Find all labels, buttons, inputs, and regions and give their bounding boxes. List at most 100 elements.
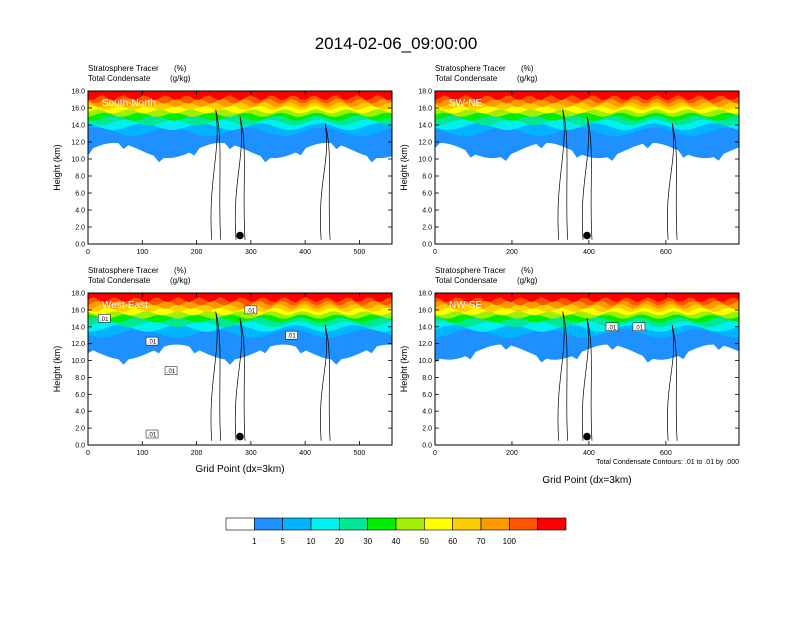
y-axis-label: Height (km): [399, 346, 409, 393]
subtitle-variable-1: Stratosphere Tracer: [88, 266, 159, 275]
condensate-contour: [557, 109, 569, 240]
subtitle-unit-2: (g/kg): [170, 74, 191, 83]
location-marker: [236, 432, 244, 441]
contour-label: .01: [247, 308, 256, 314]
colorbar-label: 100: [503, 537, 517, 546]
x-tick-label: 300: [245, 249, 257, 256]
colorbar-label: 10: [307, 537, 316, 546]
y-tick-label: 18.0: [418, 291, 432, 298]
subtitle-unit-2: (g/kg): [517, 276, 538, 285]
x-tick-label: 600: [660, 450, 672, 457]
subtitle-unit-2: (g/kg): [517, 74, 538, 83]
contour-label-box: [605, 322, 619, 332]
x-axis-label: Grid Point (dx=3km): [542, 475, 631, 486]
y-tick-label: 2.0: [75, 426, 85, 433]
y-tick-label: 14.0: [418, 123, 432, 130]
y-tick-label: 18.0: [418, 89, 432, 96]
y-tick-label: 12.0: [71, 341, 85, 348]
y-tick-label: 10.0: [71, 358, 85, 365]
x-tick-label: 200: [506, 450, 518, 457]
y-tick-label: 16.0: [418, 106, 432, 113]
colorbar-swatch: [310, 517, 340, 531]
contour-label: .01: [148, 433, 157, 439]
colorbar-swatch: [339, 517, 368, 531]
subtitle-variable-2: Total Condensate: [435, 276, 498, 285]
y-tick-label: 18.0: [71, 89, 85, 96]
subtitle-variable-2: Total Condensate: [88, 74, 151, 83]
y-tick-label: 10.0: [418, 358, 432, 365]
condensate-contour: [320, 123, 331, 240]
y-tick-label: 16.0: [71, 307, 85, 314]
x-tick-label: 200: [191, 249, 203, 256]
colorbar-swatch: [367, 517, 397, 531]
plot-frame: [434, 292, 740, 446]
y-axis-label: Height (km): [399, 144, 409, 191]
subtitle-variable-2: Total Condensate: [88, 276, 151, 285]
contour-label-box: [632, 322, 646, 332]
contour-label-box: [98, 314, 111, 323]
contour-label: .01: [148, 340, 157, 346]
colorbar-label: 30: [363, 537, 372, 546]
condensate-contour: [234, 116, 246, 240]
x-axis-label: Grid Point (dx=3km): [195, 464, 284, 475]
location-marker: [583, 231, 591, 240]
y-tick-label: 8.0: [422, 375, 432, 382]
plot-area: [88, 91, 392, 240]
colorbar-label: 40: [392, 537, 401, 546]
figure-title: 2014-02-06_09:00:00: [315, 34, 478, 53]
x-tick-label: 0: [86, 249, 90, 256]
subtitle-unit-1: (%): [174, 266, 187, 275]
x-tick-label: 200: [191, 450, 203, 457]
y-tick-label: 4.0: [75, 208, 85, 215]
panel-label: NW-SE: [449, 300, 482, 311]
subtitle-unit-1: (%): [521, 266, 534, 275]
y-tick-label: 6.0: [75, 392, 85, 399]
panels: South-North Stratosphere Tracer (%) Total C…: [52, 64, 740, 486]
colorbar-label: 20: [335, 537, 344, 546]
y-tick-label: 12.0: [71, 140, 85, 147]
colorbar-label: 1: [252, 537, 257, 546]
y-axis-label: Height (km): [52, 144, 62, 191]
colorbar-label: 60: [448, 537, 457, 546]
subtitle-variable-1: Stratosphere Tracer: [435, 266, 506, 275]
contour-label-box: [145, 429, 159, 439]
colorbar-swatch: [225, 517, 255, 531]
colorbar-swatch: [282, 517, 312, 531]
panel-1: South-North Stratosphere Tracer (%) Total C…: [52, 64, 393, 256]
subtitle-variable-2: Total Condensate: [435, 74, 498, 83]
x-tick-label: 200: [506, 249, 518, 256]
y-tick-label: 4.0: [75, 409, 85, 416]
location-marker: [236, 231, 244, 240]
contour-label: .01: [608, 325, 617, 331]
y-axis-label: Height (km): [52, 346, 62, 393]
colorbar-swatch: [537, 517, 567, 531]
x-tick-label: 400: [299, 249, 311, 256]
tracer-band: [435, 293, 739, 303]
contour-note: Total Condensate Contours: .01 to .01 by…: [596, 459, 739, 466]
y-tick-label: 4.0: [422, 409, 432, 416]
panel-4: .01 .01 NW-SE Stratosphere Tracer (%) Total C…: [399, 266, 740, 486]
contour-label: .01: [287, 334, 296, 340]
plot-area: [435, 91, 739, 240]
colorbar-swatch: [395, 517, 425, 531]
plot-frame: [434, 90, 740, 245]
y-tick-label: 14.0: [71, 123, 85, 130]
contour-label-box: [145, 336, 159, 346]
colorbar-label: 70: [477, 537, 486, 546]
y-tick-label: 16.0: [71, 106, 85, 113]
panel-label: SW-NE: [449, 98, 482, 109]
colorbar-swatch: [424, 517, 453, 531]
x-tick-label: 400: [583, 450, 595, 457]
x-tick-label: 0: [433, 450, 437, 457]
y-tick-label: 0.0: [75, 242, 85, 249]
y-tick-label: 4.0: [422, 208, 432, 215]
colorbar-swatch: [509, 517, 538, 531]
x-tick-label: 0: [433, 249, 437, 256]
y-tick-label: 10.0: [418, 157, 432, 164]
y-tick-label: 2.0: [75, 225, 85, 232]
y-tick-label: 0.0: [422, 443, 432, 450]
subtitle-variable-1: Stratosphere Tracer: [88, 64, 159, 73]
contour-label: .01: [635, 325, 644, 331]
y-tick-label: 12.0: [418, 140, 432, 147]
